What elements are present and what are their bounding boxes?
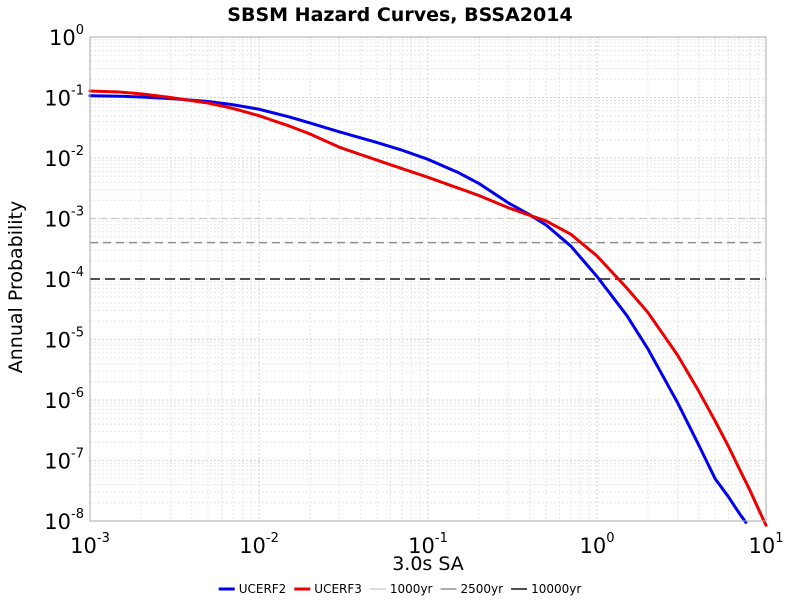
- legend-item-ucerf2: UCERF2: [218, 582, 287, 596]
- series-line-ucerf2: [88, 94, 748, 524]
- y-tick-label: 10 -6: [44, 386, 84, 413]
- x-tick-label-exponent: -2: [266, 531, 279, 546]
- y-tick-label: 10 -7: [44, 447, 84, 474]
- y-axis-label: Annual Probability: [5, 201, 27, 374]
- x-tick-label: 10 -3: [70, 531, 110, 558]
- x-tick-label-base: 10: [579, 534, 606, 558]
- legend: UCERF2 UCERF3 1000yr 2500yr 10000yr: [218, 582, 581, 596]
- y-tick-label: 10 -3: [44, 205, 84, 232]
- y-tick-label: 10 0: [49, 23, 84, 50]
- x-tick-label: 10 -2: [239, 531, 279, 558]
- y-tick-label-base: 10: [44, 87, 71, 111]
- x-tick-label-exponent: 1: [775, 531, 783, 546]
- legend-label: 1000yr: [390, 582, 433, 596]
- legend-label: UCERF3: [314, 582, 362, 596]
- y-tick-label: 10 -2: [44, 144, 84, 171]
- x-tick-label-base: 10: [70, 534, 97, 558]
- y-tick-label-base: 10: [44, 147, 71, 171]
- legend-item-10000yr: 10000yr: [511, 582, 581, 596]
- y-tick-label-exponent: -8: [71, 507, 84, 522]
- chart-title: SBSM Hazard Curves, BSSA2014: [227, 4, 572, 26]
- y-tick-label: 10 -1: [44, 84, 84, 111]
- x-tick-label: 10 -1: [408, 531, 448, 558]
- y-tick-label-exponent: -6: [71, 386, 84, 401]
- x-tick-label-exponent: -3: [97, 531, 110, 546]
- y-tick-label-base: 10: [44, 268, 71, 292]
- x-tick-label-base: 10: [239, 534, 266, 558]
- x-tick-labels: 10 -3 10 -2 10 -1 10 0 10 1: [70, 531, 783, 558]
- legend-label: 2500yr: [461, 582, 504, 596]
- x-tick-label-base: 10: [748, 534, 775, 558]
- y-tick-label-exponent: 0: [76, 23, 84, 38]
- x-axis-label: 3.0s SA: [392, 553, 464, 575]
- plot-area-frame: [89, 36, 767, 522]
- y-tick-label-exponent: -7: [71, 447, 84, 462]
- y-tick-label: 10 -5: [44, 326, 84, 353]
- y-tick-label-base: 10: [44, 389, 71, 413]
- y-tick-label-base: 10: [44, 510, 71, 534]
- y-tick-label-exponent: -1: [71, 84, 84, 99]
- y-tick-label: 10 -8: [44, 507, 84, 534]
- legend-label: 10000yr: [531, 582, 581, 596]
- x-tick-label-exponent: 0: [606, 531, 614, 546]
- y-tick-label-base: 10: [44, 208, 71, 232]
- y-tick-label-exponent: -3: [71, 205, 84, 220]
- x-tick-label: 10 0: [579, 531, 614, 558]
- x-tick-label: 10 1: [748, 531, 783, 558]
- legend-label: UCERF2: [239, 582, 287, 596]
- legend-item-2500yr: 2500yr: [440, 582, 504, 596]
- y-tick-label-base: 10: [44, 450, 71, 474]
- series-lines: [88, 89, 768, 527]
- y-tick-label-base: 10: [49, 26, 76, 50]
- y-tick-label-exponent: -2: [71, 144, 84, 159]
- reference-lines: [90, 217, 766, 280]
- legend-item-ucerf3: UCERF3: [294, 582, 362, 596]
- x-tick-label-exponent: -1: [435, 531, 448, 546]
- y-tick-label-exponent: -4: [71, 265, 84, 280]
- legend-item-1000yr: 1000yr: [369, 582, 433, 596]
- y-tick-label-exponent: -5: [71, 326, 84, 341]
- x-tick-label-base: 10: [408, 534, 435, 558]
- y-tick-label: 10 -4: [44, 265, 84, 292]
- y-tick-label-base: 10: [44, 329, 71, 353]
- series-line-ucerf3: [88, 89, 768, 527]
